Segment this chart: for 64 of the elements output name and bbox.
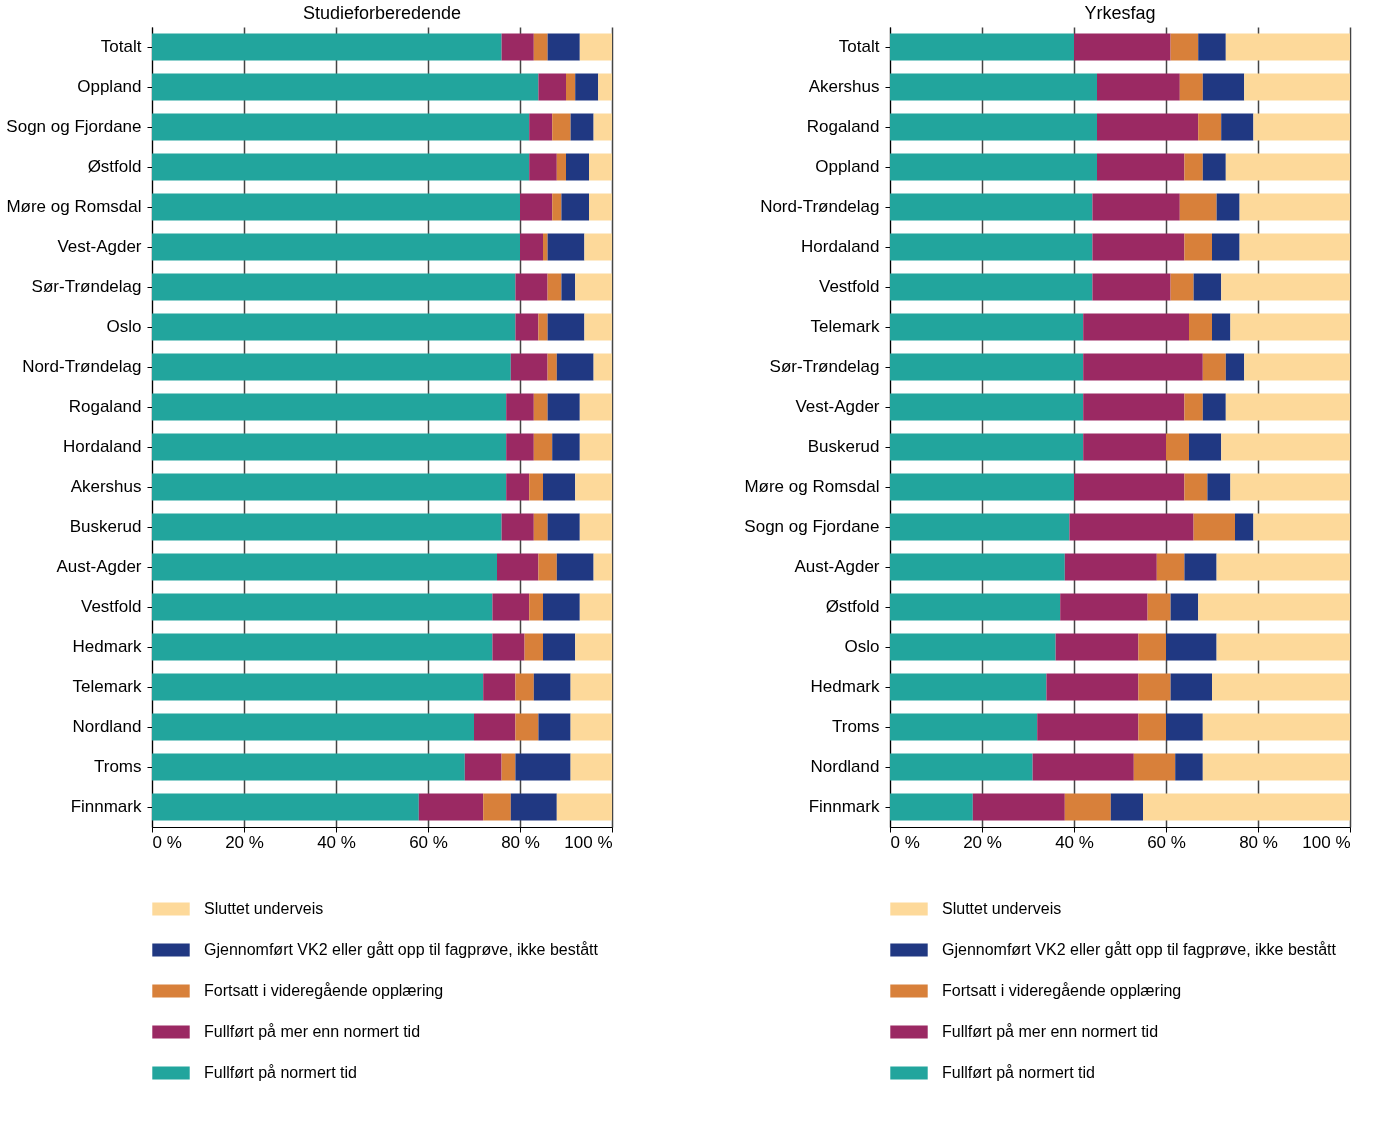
x-tick-label: 20 % — [225, 832, 264, 852]
y-tick-label: Oppland — [815, 157, 880, 176]
y-tick-label: Troms — [831, 717, 880, 736]
chart-title: Yrkesfag — [1084, 3, 1156, 23]
y-tick-label: Aust-Agder — [56, 557, 142, 576]
y-tick-label: Totalt — [100, 37, 142, 56]
y-tick-label: Nordland — [810, 757, 880, 776]
y-tick-label: Oslo — [106, 317, 142, 336]
y-tick-label: Østfold — [87, 157, 142, 176]
y-tick-label: Hordaland — [801, 237, 880, 256]
y-tick-label: Rogaland — [68, 397, 142, 416]
x-tick-label: 80 % — [501, 832, 540, 852]
legend-label: Fullført på normert tid — [942, 1064, 1095, 1081]
y-tick-label: Totalt — [838, 37, 880, 56]
legend-label: Gjennomført VK2 eller gått opp til fagprøve, ikke bestått — [204, 941, 599, 958]
y-tick-label: Nord-Trøndelag — [760, 197, 880, 216]
y-tick-label: Østfold — [825, 597, 880, 616]
x-tick-label: 60 % — [409, 832, 448, 852]
y-tick-label: Sør-Trøndelag — [769, 357, 880, 376]
y-tick-label: Telemark — [72, 677, 142, 696]
y-tick-label: Nordland — [72, 717, 142, 736]
legend-label: Gjennomført VK2 eller gått opp til fagprøve, ikke bestått — [942, 941, 1337, 958]
legend-label: Fortsatt i videregående opplæring — [204, 982, 444, 999]
legend-label: Fortsatt i videregående opplæring — [942, 982, 1182, 999]
legend-label: Fullført på normert tid — [204, 1064, 357, 1081]
y-tick-label: Oppland — [77, 77, 142, 96]
x-tick-label: 60 % — [1147, 832, 1186, 852]
x-tick-label: 100 % — [1302, 832, 1351, 852]
x-tick-label: 40 % — [1055, 832, 1094, 852]
legend-label: Fullført på mer enn normert tid — [204, 1023, 421, 1040]
legend-label: Sluttet underveis — [204, 900, 324, 917]
y-tick-label: Akershus — [70, 477, 142, 496]
y-tick-label: Akershus — [808, 77, 880, 96]
legend-label: Fullført på mer enn normert tid — [942, 1023, 1159, 1040]
y-tick-label: Finnmark — [808, 797, 880, 816]
x-tick-label: 0 % — [152, 832, 182, 852]
chart-title: Studieforberedende — [302, 3, 462, 23]
y-tick-label: Hedmark — [810, 677, 880, 696]
y-tick-label: Aust-Agder — [794, 557, 880, 576]
y-tick-label: Troms — [93, 757, 142, 776]
y-tick-label: Buskerud — [69, 517, 142, 536]
y-tick-label: Oslo — [844, 637, 880, 656]
y-tick-label: Finnmark — [70, 797, 142, 816]
y-tick-label: Vestfold — [81, 597, 142, 616]
x-tick-label: 20 % — [963, 832, 1002, 852]
x-tick-label: 0 % — [890, 832, 920, 852]
x-tick-label: 40 % — [317, 832, 356, 852]
y-tick-label: Nord-Trøndelag — [22, 357, 142, 376]
y-tick-label: Hordaland — [63, 437, 142, 456]
y-tick-label: Vest-Agder — [795, 397, 880, 416]
y-tick-label: Buskerud — [807, 437, 880, 456]
y-tick-label: Telemark — [810, 317, 880, 336]
y-tick-label: Sør-Trøndelag — [31, 277, 142, 296]
y-tick-label: Rogaland — [806, 117, 880, 136]
y-tick-label: Vest-Agder — [57, 237, 142, 256]
y-tick-label: Sogn og Fjordane — [6, 117, 142, 136]
legend-label: Sluttet underveis — [942, 900, 1062, 917]
y-tick-label: Vestfold — [819, 277, 880, 296]
x-tick-label: 100 % — [564, 832, 613, 852]
x-tick-label: 80 % — [1239, 832, 1278, 852]
y-tick-label: Møre og Romsdal — [6, 197, 142, 216]
y-tick-label: Møre og Romsdal — [744, 477, 880, 496]
y-tick-label: Hedmark — [72, 637, 142, 656]
y-tick-label: Sogn og Fjordane — [744, 517, 880, 536]
